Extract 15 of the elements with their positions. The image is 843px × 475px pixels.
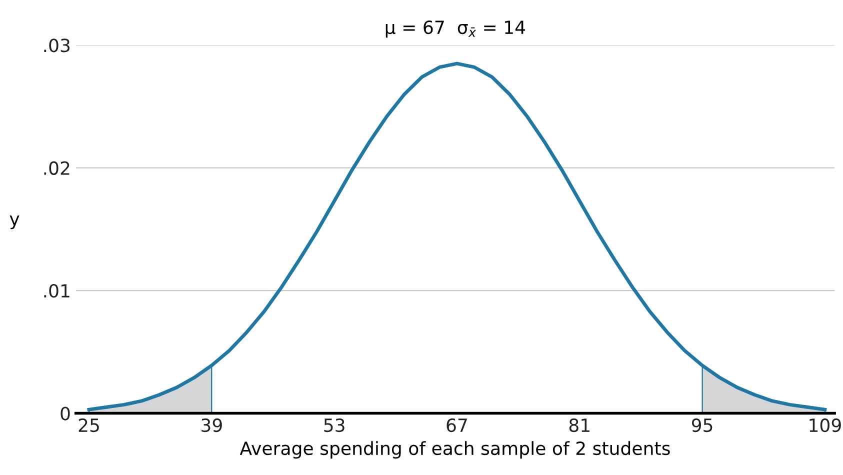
x-tick-label: 95 (692, 418, 712, 432)
chart-title: μ = 67 σ$_{x̄}$ = 14 (386, 20, 526, 38)
x-tick-label: 67 (446, 418, 467, 432)
y-axis-title: y (10, 216, 20, 230)
y-tick-label: .02 (44, 161, 70, 175)
x-tick-label: 53 (324, 418, 344, 432)
x-tick-label: 39 (202, 418, 222, 432)
x-axis-title: Average spending of each sample of 2 students (240, 441, 670, 459)
y-tick-label: .03 (44, 38, 70, 52)
line-series (87, 62, 827, 412)
y-tick-label: 0 (60, 406, 70, 420)
x-tick-label: 25 (78, 418, 99, 432)
y-tick-label: .01 (44, 284, 70, 298)
x-tick-label: 81 (569, 418, 590, 432)
x-tick-label: 109 (810, 418, 841, 432)
